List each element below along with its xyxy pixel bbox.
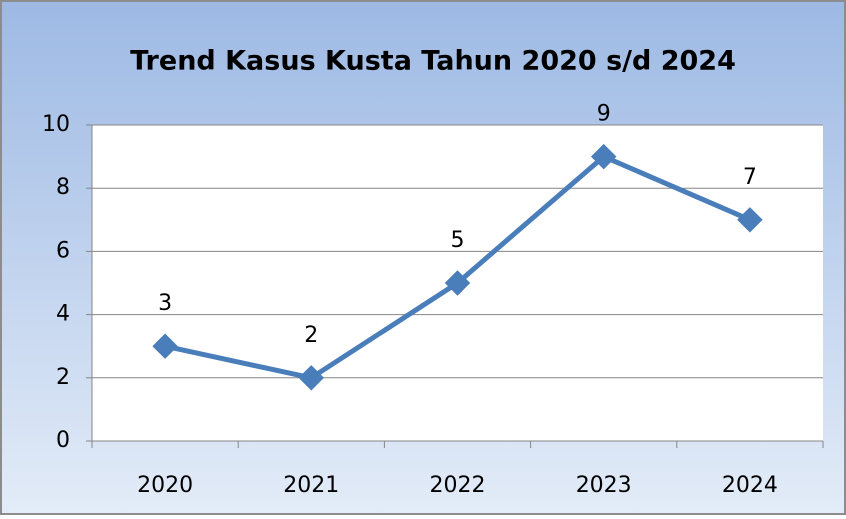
x-tick-label: 2023 <box>576 473 632 498</box>
data-label: 2 <box>304 323 318 348</box>
x-tick-label: 2024 <box>722 473 778 498</box>
data-label: 9 <box>597 102 611 127</box>
data-point <box>152 333 178 359</box>
x-tick-label: 2021 <box>283 473 339 498</box>
y-tick-label: 6 <box>56 238 70 263</box>
data-label: 7 <box>743 165 757 190</box>
y-tick-label: 10 <box>42 112 70 137</box>
data-label: 3 <box>158 291 172 316</box>
data-point <box>590 143 617 170</box>
y-tick-label: 8 <box>56 175 70 200</box>
chart-title: Trend Kasus Kusta Tahun 2020 s/d 2024 <box>130 46 736 77</box>
x-tick-label: 2020 <box>137 473 193 498</box>
data-point <box>737 207 763 233</box>
y-tick-label: 4 <box>56 302 70 327</box>
x-tick-label: 2022 <box>430 473 486 498</box>
y-tick-label: 2 <box>56 365 70 390</box>
data-point <box>298 365 325 391</box>
y-tick-label: 0 <box>56 428 70 453</box>
data-point <box>444 270 471 296</box>
data-label: 5 <box>451 228 465 253</box>
